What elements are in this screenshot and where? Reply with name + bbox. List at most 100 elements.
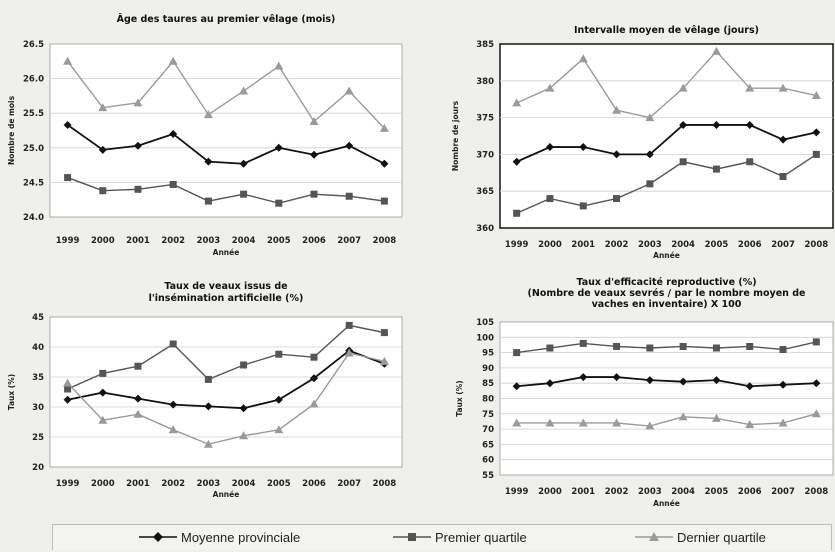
y-tick-label: 75 — [482, 410, 494, 420]
chart-1: Âge des taures au premier vêlage (mois) 2… — [7, 13, 403, 257]
data-point-moyenne — [745, 120, 754, 129]
data-point-moyenne — [204, 402, 213, 411]
data-point-dernier — [274, 425, 284, 434]
data-point-dernier — [379, 123, 389, 132]
y-tick-label: 30 — [32, 403, 44, 413]
x-tick-label: 2002 — [605, 487, 629, 497]
data-point-dernier — [98, 103, 108, 112]
y-tick-label: 365 — [476, 187, 494, 197]
data-point-dernier — [678, 412, 688, 421]
data-point-premier — [546, 195, 554, 203]
x-tick-label: 2007 — [337, 479, 361, 489]
data-point-moyenne — [712, 376, 721, 385]
y-tick-label: 95 — [482, 349, 494, 359]
legend-marker-diamond — [139, 532, 177, 542]
data-point-premier — [613, 342, 621, 350]
data-point-dernier — [778, 83, 788, 92]
data-point-dernier — [811, 409, 821, 418]
x-tick-label: 2005 — [705, 240, 729, 250]
x-tick-label: 2003 — [638, 487, 662, 497]
data-point-premier — [712, 165, 720, 173]
plot-area — [49, 316, 403, 468]
data-point-moyenne — [779, 135, 788, 144]
data-point-moyenne — [779, 380, 788, 389]
data-point-premier — [380, 329, 388, 337]
x-tick-label: 2001 — [126, 479, 150, 489]
series-line-premier — [516, 153, 817, 214]
data-point-moyenne — [512, 157, 521, 166]
series-line-dernier — [67, 352, 385, 445]
x-tick-label: 2008 — [373, 479, 397, 489]
series-premier — [513, 150, 820, 217]
y-tick-label: 60 — [482, 456, 494, 466]
data-point-dernier — [711, 46, 721, 55]
data-point-premier — [99, 187, 107, 195]
data-point-dernier — [811, 91, 821, 100]
data-point-dernier — [778, 418, 788, 427]
x-tick-label: 2000 — [91, 236, 115, 246]
data-point-dernier — [274, 61, 284, 70]
data-point-moyenne — [612, 150, 621, 159]
x-tick-label: 2004 — [671, 240, 695, 250]
data-point-dernier — [203, 439, 213, 448]
x-tick-label: 2002 — [605, 240, 629, 250]
plot-area — [499, 43, 834, 229]
legend-label-moyenne: Moyenne provinciale — [181, 529, 301, 545]
data-point-moyenne — [310, 374, 318, 383]
y-tick-label: 375 — [476, 114, 494, 124]
data-point-moyenne — [679, 377, 688, 386]
data-point-moyenne — [345, 141, 354, 150]
data-point-dernier — [344, 86, 354, 95]
x-tick-label: 2005 — [705, 487, 729, 497]
data-point-dernier — [545, 418, 555, 427]
y-axis-label: Taux (%) — [455, 380, 464, 416]
legend-marker-square — [393, 533, 431, 541]
data-point-premier — [380, 197, 388, 205]
x-axis-label: Année — [213, 490, 240, 499]
legend-item-premier: Premier quartile — [393, 529, 527, 545]
series-line-moyenne — [516, 376, 817, 388]
data-point-premier — [169, 180, 177, 188]
series-line-moyenne — [67, 349, 385, 410]
series-premier — [513, 338, 820, 357]
legend-item-moyenne: Moyenne provinciale — [139, 529, 300, 545]
data-point-moyenne — [239, 404, 248, 413]
data-point-moyenne — [812, 379, 821, 388]
chart-2: Intervalle moyen de vêlage (jours) 360 365… — [451, 25, 834, 260]
data-point-premier — [275, 350, 283, 358]
chart-4: Taux d'efficacité reproductive (%)(Nombr… — [455, 277, 834, 508]
data-point-premier — [345, 192, 353, 200]
chart-title-line: Intervalle moyen de vêlage (jours) — [574, 25, 759, 36]
data-point-dernier — [309, 399, 319, 408]
data-point-premier — [134, 362, 142, 370]
x-tick-label: 2000 — [538, 487, 562, 497]
y-tick-label: 25 — [32, 433, 44, 443]
data-point-premier — [99, 369, 107, 377]
x-tick-label: 2007 — [771, 240, 795, 250]
data-point-moyenne — [679, 120, 688, 129]
data-point-dernier — [678, 83, 688, 92]
y-axis-label: Nombre de mois — [7, 95, 16, 165]
data-point-moyenne — [545, 143, 554, 152]
x-tick-label: 2003 — [197, 479, 221, 489]
data-point-premier — [345, 321, 353, 329]
series-line-dernier — [516, 50, 817, 119]
data-point-premier — [513, 209, 521, 217]
y-axis-label: Nombre de jours — [451, 100, 460, 171]
x-axis-label: Année — [213, 248, 240, 257]
data-point-moyenne — [310, 150, 318, 159]
data-point-dernier — [239, 431, 249, 440]
series-moyenne — [512, 120, 821, 166]
y-tick-label: 26.5 — [23, 40, 44, 50]
data-point-premier — [240, 361, 248, 369]
legend: Moyenne provinciale Premier quartile Der… — [52, 524, 832, 550]
data-point-dernier — [512, 98, 522, 107]
data-point-dernier — [168, 425, 178, 434]
series-moyenne — [512, 373, 821, 391]
y-tick-label: 105 — [476, 318, 494, 328]
chart-title-line: vaches en inventaire) X 100 — [592, 299, 742, 310]
y-tick-label: 55 — [482, 471, 494, 481]
legend-label-dernier: Dernier quartile — [677, 529, 766, 545]
x-tick-label: 1999 — [505, 240, 529, 250]
data-point-dernier — [133, 98, 143, 107]
